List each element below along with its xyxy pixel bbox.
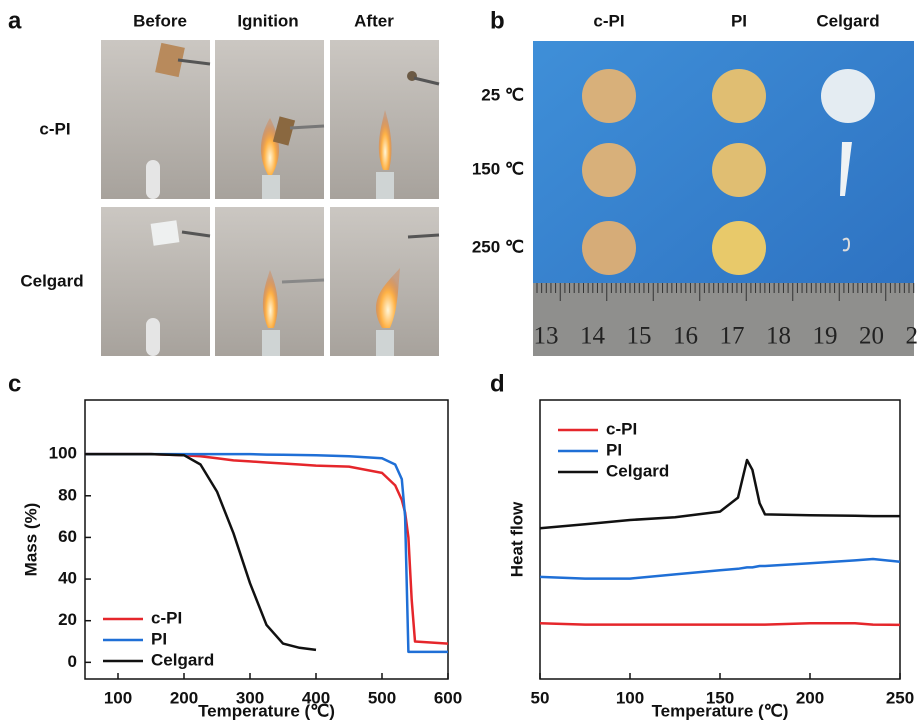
ruler-number: 15 — [627, 323, 652, 350]
legend-label: Celgard — [606, 461, 669, 480]
x-tick-label: 500 — [368, 688, 396, 707]
y-tick-label: 100 — [49, 444, 77, 463]
photos — [101, 40, 439, 356]
legend-label: c-PI — [151, 608, 182, 627]
x-tick-label: 200 — [170, 688, 198, 707]
x-axis-label: Temperature (℃) — [198, 701, 335, 720]
ruler-number: 13 — [534, 323, 559, 350]
data-line — [85, 454, 448, 643]
row-label: 250 ℃ — [472, 237, 524, 256]
x-tick-label: 600 — [434, 688, 462, 707]
figure: a Before Ignition After c-PI Celgard b c… — [0, 0, 919, 724]
legend-label: c-PI — [606, 419, 637, 438]
ruler-number: 14 — [580, 323, 606, 350]
x-tick-label: 100 — [104, 688, 132, 707]
x-tick-label: 100 — [616, 688, 644, 707]
y-tick-label: 80 — [58, 485, 77, 504]
column-label: Ignition — [237, 11, 298, 30]
ruler-number: 19 — [813, 323, 838, 350]
column-label: PI — [731, 11, 747, 30]
legend-label: PI — [151, 629, 167, 648]
x-axis-label: Temperature (℃) — [652, 701, 789, 720]
row-label: Celgard — [20, 271, 83, 290]
y-tick-label: 60 — [58, 527, 77, 546]
y-tick-label: 20 — [58, 610, 77, 629]
row-label: 25 ℃ — [481, 85, 524, 104]
y-tick-label: 0 — [68, 652, 77, 671]
y-axis-label: Mass (%) — [21, 503, 40, 577]
panel-label: d — [490, 370, 505, 397]
ruler: 13 14 15 16 17 18 19 20 21 — [533, 283, 919, 356]
data-line — [540, 460, 900, 528]
column-label: Celgard — [816, 11, 879, 30]
x-tick-label: 50 — [531, 688, 550, 707]
legend-label: Celgard — [151, 650, 214, 669]
ruler-number: 16 — [673, 323, 698, 350]
data-line — [540, 623, 900, 625]
panel-label: c — [8, 370, 21, 397]
column-label: After — [354, 11, 394, 30]
panel-label: a — [8, 7, 22, 34]
x-tick-label: 250 — [886, 688, 914, 707]
ruler-number: 21 — [906, 323, 919, 350]
column-label: Before — [133, 11, 187, 30]
row-label: 150 ℃ — [472, 159, 524, 178]
y-axis-label: Heat flow — [507, 501, 526, 577]
plot-frame — [85, 400, 448, 679]
x-tick-label: 200 — [796, 688, 824, 707]
ruler-number: 18 — [766, 323, 791, 350]
plot-frame — [540, 400, 900, 679]
data-line — [540, 559, 900, 579]
panel-label: b — [490, 7, 505, 34]
legend-label: PI — [606, 440, 622, 459]
ruler-number: 17 — [720, 323, 745, 350]
row-label: c-PI — [39, 119, 70, 138]
y-tick-label: 40 — [58, 569, 77, 588]
data-line — [85, 454, 316, 650]
ruler-number: 20 — [859, 323, 884, 350]
column-label: c-PI — [593, 11, 624, 30]
